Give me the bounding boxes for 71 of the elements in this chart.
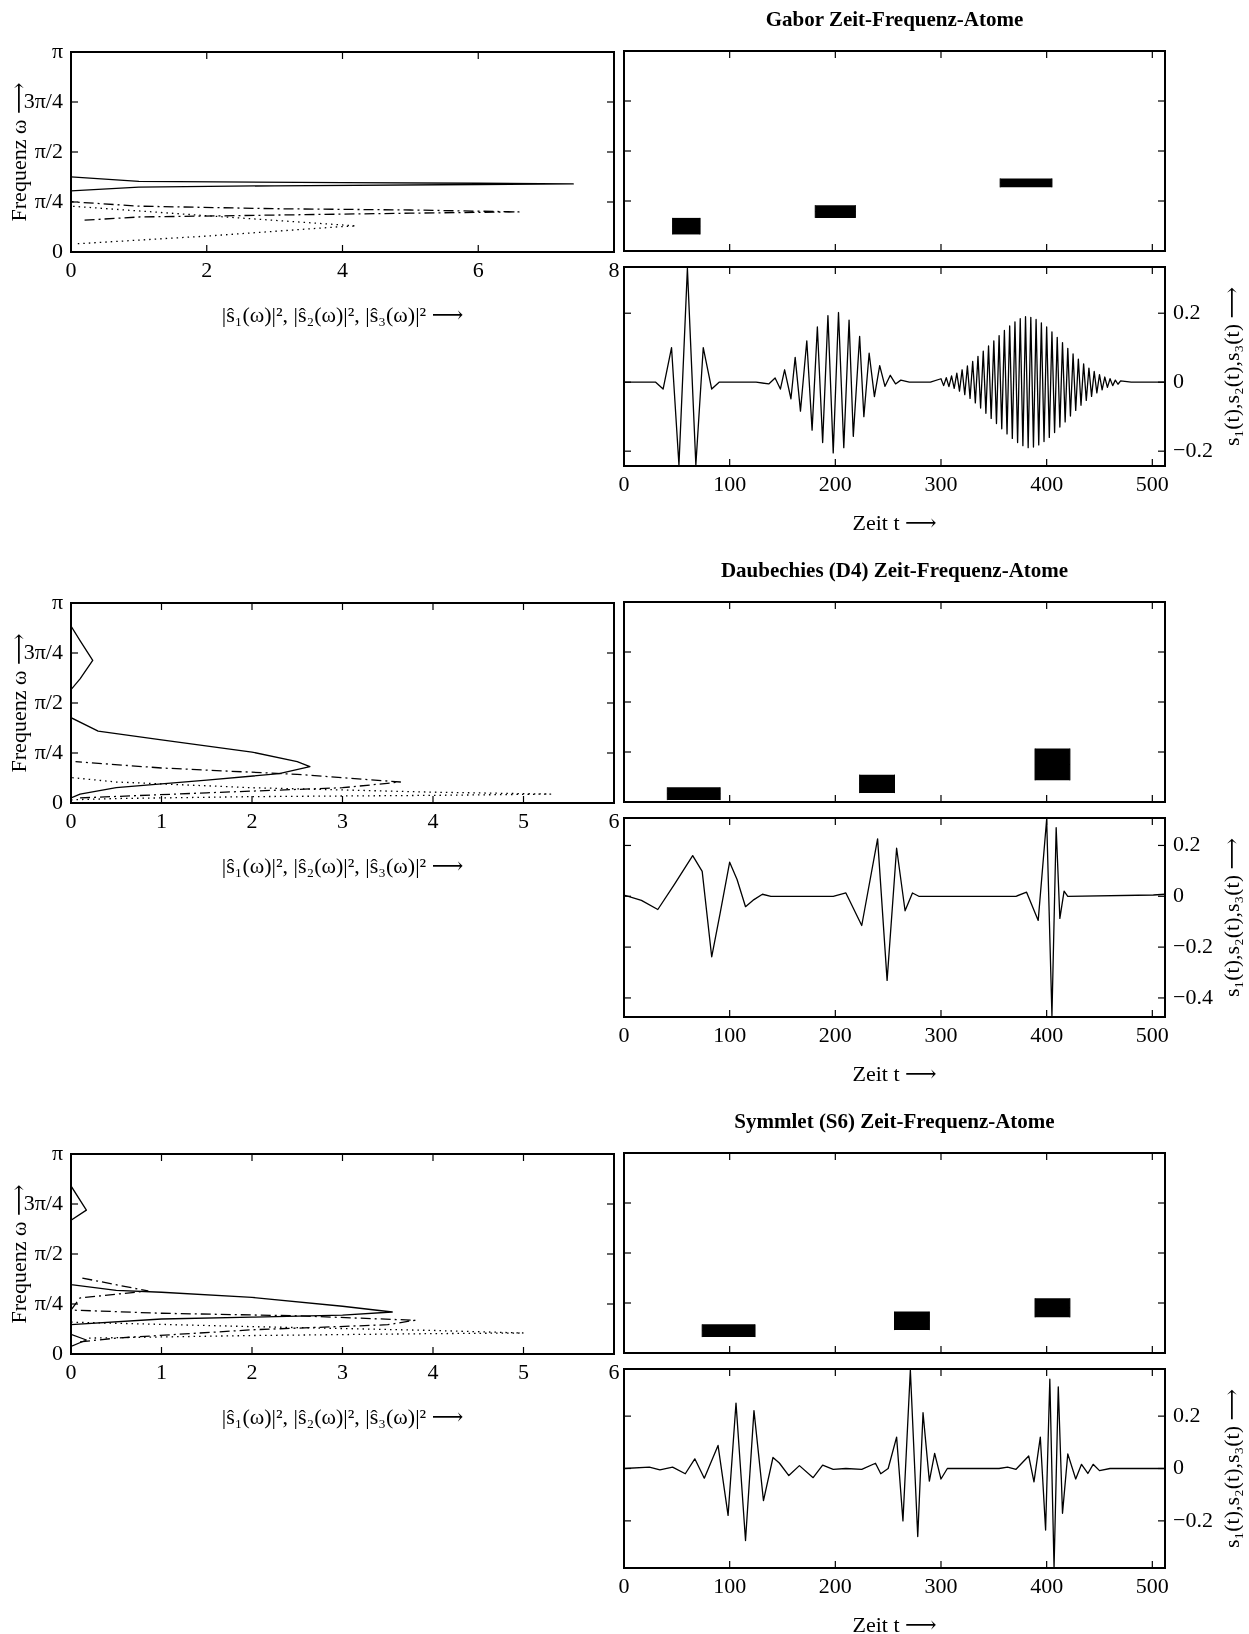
x-tick-label: 400 bbox=[1030, 1021, 1064, 1047]
x-tick-label: 400 bbox=[1030, 470, 1064, 496]
x-tick-label: 3 bbox=[337, 807, 348, 833]
x-tick-label: 2 bbox=[246, 807, 258, 833]
x-tick-label: 4 bbox=[427, 807, 439, 833]
y-axis-title: s₁(t),s₂(t),s₃(t) ⟶ bbox=[1218, 837, 1244, 998]
y-tick-label: 3π/4 bbox=[23, 1189, 63, 1215]
y-tick-label: π/4 bbox=[34, 187, 63, 213]
x-tick-label: 1 bbox=[156, 1358, 167, 1384]
y-tick-label: π bbox=[51, 588, 63, 614]
y-tick-label: −0.2 bbox=[1173, 932, 1213, 958]
y-tick-label: π/2 bbox=[34, 688, 63, 714]
x-tick-label: 0 bbox=[618, 1572, 630, 1598]
x-tick-label: 6 bbox=[608, 807, 620, 833]
x-tick-label: 6 bbox=[472, 256, 484, 282]
y-tick-label: 0 bbox=[1173, 367, 1184, 393]
y-tick-label: π/4 bbox=[34, 738, 63, 764]
y-tick-label: π/4 bbox=[34, 1289, 63, 1315]
y-tick-label: π bbox=[51, 1139, 63, 1165]
x-axis-title: Zeit t ⟶ bbox=[852, 1060, 937, 1086]
x-tick-label: 200 bbox=[818, 470, 852, 496]
x-tick-label: 400 bbox=[1030, 1572, 1064, 1598]
chart-title: Symmlet (S6) Zeit-Frequenz-Atome bbox=[733, 1108, 1056, 1135]
chart-title: Gabor Zeit-Frequenz-Atome bbox=[764, 6, 1025, 33]
x-tick-label: 4 bbox=[337, 256, 348, 282]
y-tick-label: π/2 bbox=[34, 1239, 63, 1265]
y-tick-label: −0.2 bbox=[1173, 436, 1213, 462]
y-tick-label: 0 bbox=[52, 237, 63, 263]
x-tick-label: 3 bbox=[337, 1358, 348, 1384]
x-axis-title: |ŝ₁(ω)|², |ŝ₂(ω)|², |ŝ₃(ω)|² ⟶ bbox=[221, 301, 464, 327]
x-tick-label: 100 bbox=[713, 1572, 747, 1598]
y-tick-label: 0 bbox=[1173, 1454, 1184, 1480]
x-tick-label: 1 bbox=[156, 807, 167, 833]
x-axis-title: Zeit t ⟶ bbox=[852, 509, 937, 535]
y-tick-label: 0 bbox=[1173, 882, 1184, 908]
y-tick-label: 0.2 bbox=[1173, 831, 1201, 857]
x-tick-label: 2 bbox=[201, 256, 213, 282]
y-axis-title: s₁(t),s₂(t),s₃(t) ⟶ bbox=[1218, 1388, 1244, 1549]
y-tick-label: 0 bbox=[52, 788, 63, 814]
y-tick-label: π/2 bbox=[34, 137, 63, 163]
y-axis-title: s₁(t),s₂(t),s₃(t) ⟶ bbox=[1218, 286, 1244, 447]
y-tick-label: −0.2 bbox=[1173, 1506, 1213, 1532]
y-tick-label: 0.2 bbox=[1173, 299, 1201, 324]
y-tick-label: 3π/4 bbox=[23, 638, 63, 664]
x-tick-label: 100 bbox=[713, 470, 747, 496]
x-tick-label: 0 bbox=[618, 470, 630, 496]
x-axis-title: |ŝ₁(ω)|², |ŝ₂(ω)|², |ŝ₃(ω)|² ⟶ bbox=[221, 1403, 464, 1429]
x-tick-label: 6 bbox=[608, 1358, 620, 1384]
x-tick-label: 100 bbox=[713, 1021, 747, 1047]
x-tick-label: 500 bbox=[1135, 1572, 1169, 1598]
y-tick-label: 3π/4 bbox=[23, 87, 63, 113]
x-tick-label: 2 bbox=[246, 1358, 258, 1384]
x-tick-label: 5 bbox=[518, 807, 529, 833]
y-tick-label: −0.4 bbox=[1173, 983, 1213, 1009]
x-tick-label: 500 bbox=[1135, 470, 1169, 496]
x-tick-label: 300 bbox=[924, 470, 958, 496]
y-tick-label: 0.2 bbox=[1173, 1401, 1201, 1427]
x-tick-label: 200 bbox=[818, 1021, 852, 1047]
x-tick-label: 300 bbox=[924, 1572, 958, 1598]
x-tick-label: 500 bbox=[1135, 1021, 1169, 1047]
x-tick-label: 8 bbox=[608, 256, 620, 282]
x-tick-label: 300 bbox=[924, 1021, 958, 1047]
y-tick-label: 0 bbox=[52, 1339, 63, 1365]
x-axis-title: Zeit t ⟶ bbox=[852, 1611, 937, 1634]
y-tick-label: π bbox=[51, 37, 63, 63]
x-axis-title: |ŝ₁(ω)|², |ŝ₂(ω)|², |ŝ₃(ω)|² ⟶ bbox=[221, 852, 464, 878]
x-tick-label: 4 bbox=[427, 1358, 439, 1384]
x-tick-label: 0 bbox=[618, 1021, 630, 1047]
x-tick-label: 200 bbox=[818, 1572, 852, 1598]
x-tick-label: 5 bbox=[518, 1358, 529, 1384]
chart-title: Daubechies (D4) Zeit-Frequenz-Atome bbox=[719, 557, 1070, 584]
